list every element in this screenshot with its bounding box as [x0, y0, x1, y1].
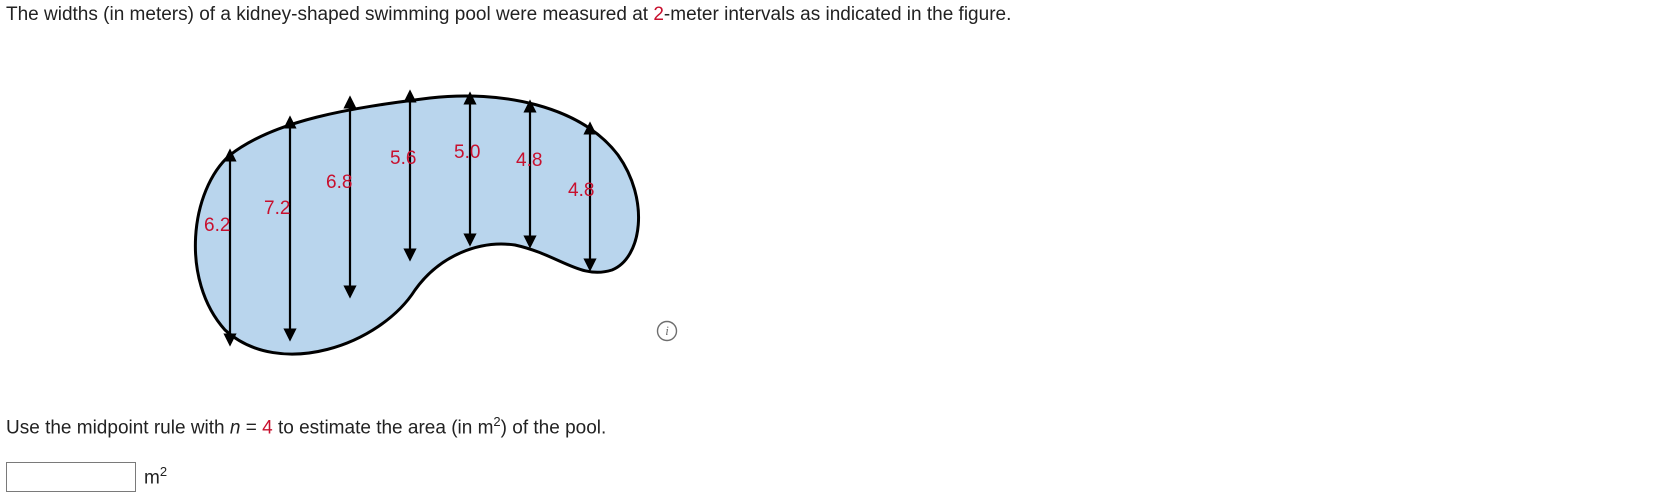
midrule-post-b: ) of the pool. [501, 417, 607, 438]
answer-input[interactable] [6, 462, 136, 492]
unit-base: m [144, 468, 160, 489]
measurement-label: 4.8 [516, 150, 542, 172]
midrule-pre: Use the midpoint rule with [6, 417, 230, 438]
midrule-var: n [230, 417, 241, 438]
problem-intro-pre: The widths (in meters) of a kidney-shape… [6, 4, 653, 25]
problem-statement: The widths (in meters) of a kidney-shape… [6, 4, 1011, 26]
midrule-post-a: to estimate the area (in m [273, 417, 494, 438]
measurement-label: 6.8 [326, 172, 352, 194]
midrule-eq: = [240, 417, 262, 438]
measurement-label: 5.6 [390, 148, 416, 170]
measurement-label: 7.2 [264, 198, 290, 220]
interval-value: 2 [653, 4, 664, 25]
pool-figure: 6.2 7.2 6.8 5.6 5.0 4.8 4.8 [180, 80, 650, 370]
svg-text:i: i [665, 323, 669, 338]
midrule-exp: 2 [493, 414, 500, 429]
measurement-label: 5.0 [454, 142, 480, 164]
unit-exp: 2 [160, 464, 167, 479]
midrule-n: 4 [262, 417, 273, 438]
answer-row: m2 [6, 462, 167, 492]
info-icon[interactable]: i [656, 320, 678, 342]
answer-unit: m2 [144, 464, 167, 489]
problem-intro-post: -meter intervals as indicated in the fig… [664, 4, 1011, 25]
pool-outline [195, 96, 638, 354]
pool-svg [180, 80, 650, 370]
midpoint-instruction: Use the midpoint rule with n = 4 to esti… [6, 414, 606, 439]
measurement-label: 4.8 [568, 180, 594, 202]
measurement-label: 6.2 [204, 215, 230, 237]
